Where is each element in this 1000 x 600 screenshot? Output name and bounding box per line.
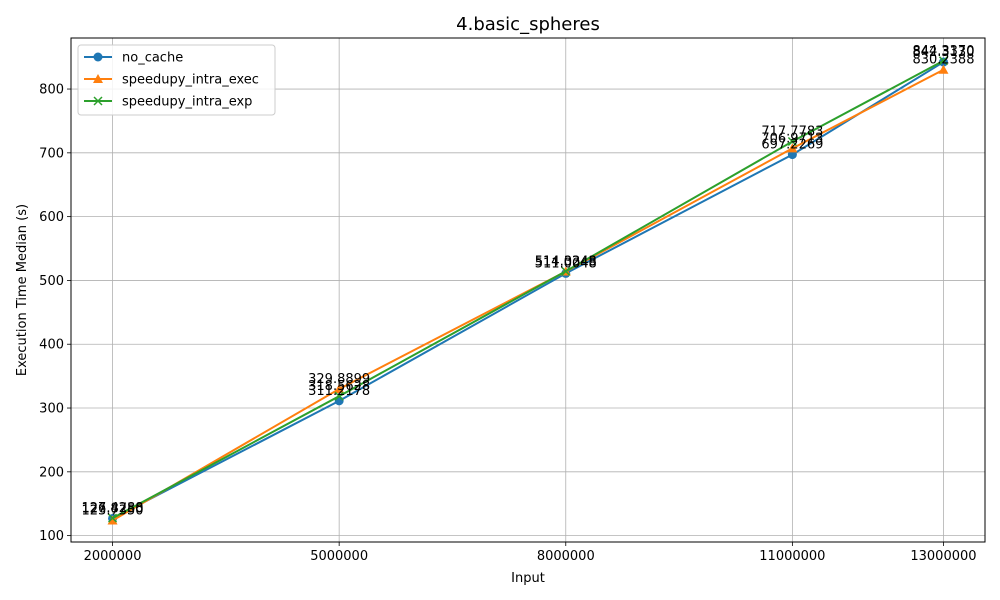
data-label: 123.7350 (82, 503, 144, 518)
y-axis-label: Execution Time Median (s) (15, 204, 30, 376)
y-tick-label: 700 (39, 146, 64, 161)
grid-lines (71, 38, 985, 542)
data-label: 126.8750 (82, 501, 144, 516)
legend-item-no_cache: no_cache (84, 51, 183, 66)
legend-marker (93, 74, 103, 83)
x-axis-label: Input (511, 571, 545, 586)
y-tick-label: 800 (39, 83, 64, 98)
legend-label: no_cache (122, 51, 183, 66)
legend-marker (93, 96, 103, 106)
data-point (108, 513, 118, 523)
data-point (334, 383, 345, 393)
y-tick-label: 200 (39, 465, 64, 480)
data-label: 514.3348 (535, 254, 597, 269)
data-label: 697.2269 (761, 138, 823, 153)
data-label: 830.2388 (912, 53, 974, 68)
series-speedupy_intra_exp (108, 56, 948, 523)
legend-label: speedupy_intra_exec (122, 73, 259, 88)
data-point (561, 266, 571, 276)
chart-title: 4.basic_spheres (456, 14, 600, 35)
data-point (938, 57, 948, 67)
plot-area-frame (70, 37, 986, 543)
data-label: 717.7783 (761, 124, 823, 139)
data-point (107, 515, 118, 525)
x-tick-label: 2000000 (84, 549, 142, 564)
x-axis-ticks: 2000000 5000000 8000000 11000000 13000000 (84, 542, 977, 564)
data-point (334, 391, 344, 401)
x-tick-label: 11000000 (759, 549, 825, 564)
y-tick-label: 300 (39, 402, 64, 417)
data-label: 706.9713 (761, 131, 823, 146)
y-tick-label: 600 (39, 210, 64, 225)
y-axis-ticks: 100 200 300 400 500 600 700 800 (39, 83, 71, 544)
data-label: 511.0048 (535, 256, 597, 271)
legend-item-speedupy_intra_exec: speedupy_intra_exec (84, 73, 259, 88)
data-label: 318.5628 (308, 379, 370, 394)
y-tick-label: 500 (39, 274, 64, 289)
data-point (938, 64, 949, 74)
y-tick-label: 100 (39, 529, 64, 544)
data-label: 127.4288 (82, 501, 144, 516)
series-layer (107, 56, 949, 525)
data-label: 844.3370 (912, 44, 974, 59)
x-tick-label: 5000000 (310, 549, 368, 564)
x-tick-label: 8000000 (537, 549, 595, 564)
legend: no_cache speedupy_intra_exec speedupy_intr… (77, 44, 276, 116)
x-tick-label: 13000000 (910, 549, 976, 564)
data-label: 514.0243 (535, 254, 597, 269)
data-point (787, 136, 797, 147)
data-label: 311.2178 (308, 384, 370, 399)
legend-item-speedupy_intra_exp: speedupy_intra_exp (84, 95, 252, 110)
legend-marker (93, 52, 103, 62)
legend-box (77, 44, 276, 116)
data-labels-layer: 126.8750 311.2178 511.0048 697.2269 842.3130… (82, 44, 975, 519)
y-tick-label: 400 (39, 338, 64, 353)
data-point (787, 143, 798, 153)
legend-label: speedupy_intra_exp (122, 95, 252, 110)
data-label: 329.8899 (308, 372, 370, 387)
data-label: 842.3130 (912, 45, 974, 60)
data-point (938, 56, 948, 66)
